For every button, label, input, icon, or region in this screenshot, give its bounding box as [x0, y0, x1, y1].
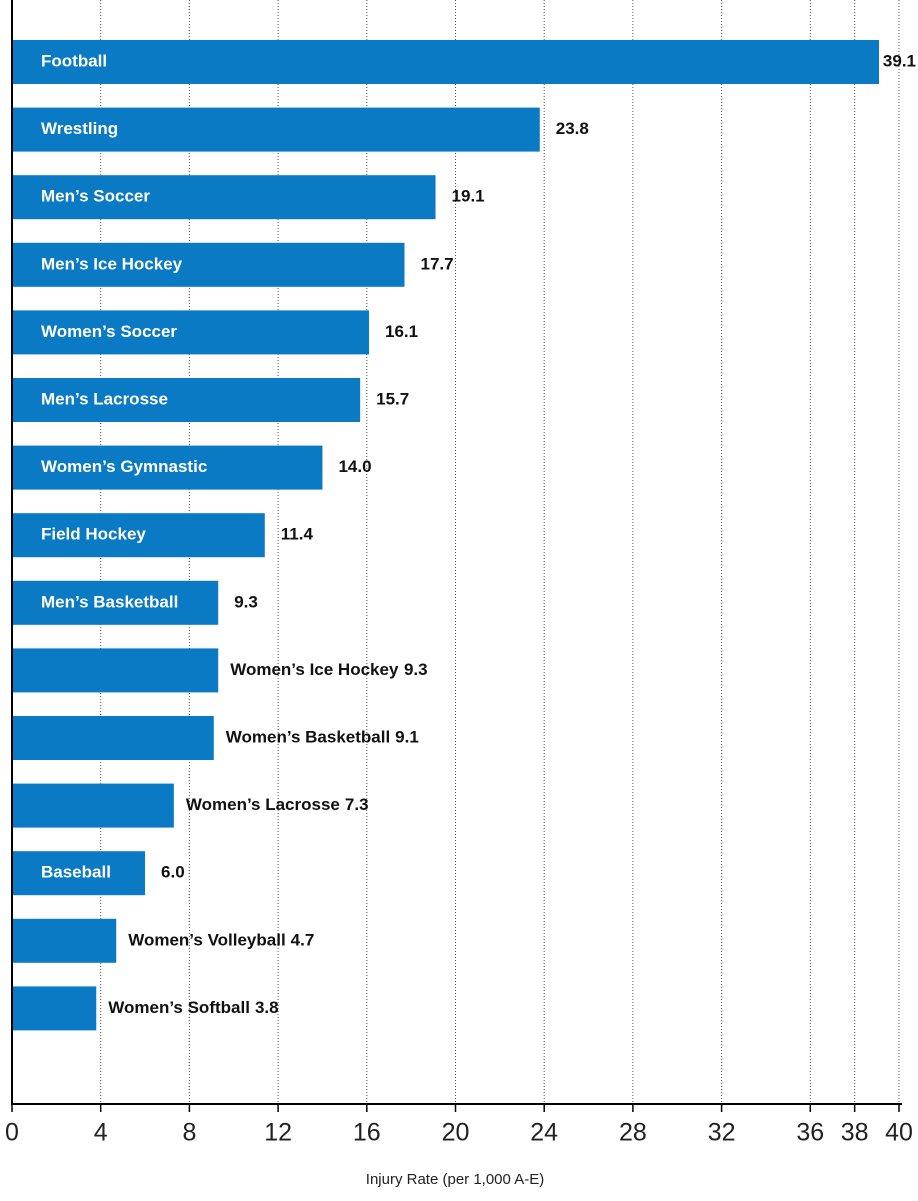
bar-label: Wrestling	[41, 119, 118, 138]
bar	[12, 986, 97, 1031]
x-tick-label: 0	[5, 1119, 19, 1147]
bar	[12, 107, 540, 152]
bar	[12, 580, 219, 625]
bar	[12, 783, 174, 828]
bar-label: Men’s Lacrosse	[41, 389, 168, 408]
x-tick-label: 28	[619, 1119, 647, 1147]
x-tick-label: 4	[94, 1119, 108, 1147]
bar-label: Men’s Soccer	[41, 187, 150, 206]
bar-label: Field Hockey	[41, 525, 146, 544]
bar	[12, 378, 361, 422]
value-label: 16.1	[385, 322, 418, 341]
value-label: 4.7	[291, 930, 315, 949]
value-label: 15.7	[376, 389, 409, 408]
x-tick-label: 36	[796, 1119, 824, 1147]
bar-label: Women’s Lacrosse	[186, 795, 340, 814]
bar-label: Baseball	[41, 863, 111, 882]
bar	[12, 310, 370, 355]
bar	[12, 648, 219, 693]
x-tick-label: 8	[182, 1119, 196, 1147]
bar-label: Women’s Basketball	[226, 727, 390, 746]
x-tick-label: 24	[530, 1119, 558, 1147]
bar-label: Men’s Ice Hockey	[41, 254, 183, 273]
x-tick-label: 16	[353, 1119, 381, 1147]
value-label: 7.3	[345, 795, 369, 814]
value-label: 19.1	[452, 187, 485, 206]
value-label: 39.1	[883, 51, 916, 70]
bar-label: Women’s Ice Hockey	[230, 660, 399, 679]
bar	[12, 918, 117, 963]
bar	[12, 513, 265, 558]
value-label: 6.0	[161, 863, 185, 882]
value-label: 11.4	[281, 525, 314, 544]
x-tick-label: 38	[841, 1119, 869, 1147]
bar	[12, 175, 436, 220]
bar-label: Women’s Softball	[108, 998, 250, 1017]
bar-label: Women’s Volleyball	[128, 930, 285, 949]
x-tick-label: 20	[442, 1119, 470, 1147]
bar-label: Men’s Basketball	[41, 592, 178, 611]
value-label: 17.7	[420, 254, 453, 273]
x-axis-label: Injury Rate (per 1,000 A-E)	[366, 1171, 544, 1188]
value-label: 3.8	[255, 998, 279, 1017]
bar-label: Women’s Soccer	[41, 322, 177, 341]
bar	[12, 445, 323, 490]
value-label: 9.3	[234, 592, 258, 611]
x-tick-label: 12	[264, 1119, 292, 1147]
value-label: 23.8	[556, 119, 589, 138]
bar-label: Football	[41, 51, 107, 70]
bar	[12, 40, 880, 84]
bar	[12, 716, 214, 760]
bar-label: Women’s Gymnastic	[41, 457, 207, 476]
value-label: 14.0	[338, 457, 371, 476]
bars: Football 39.1 Wrestling 23.8 Men’s Soccer 19.…	[12, 40, 916, 1031]
bar	[12, 242, 405, 287]
bar	[12, 851, 146, 896]
x-tick-label: 40	[885, 1119, 913, 1147]
x-tick-label: 32	[708, 1119, 736, 1147]
value-label: 9.1	[395, 727, 419, 746]
value-label: 9.3	[404, 660, 428, 679]
